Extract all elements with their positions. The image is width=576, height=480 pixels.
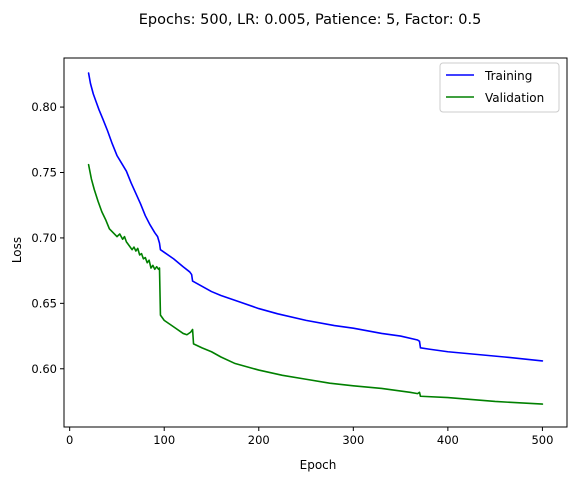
series-lines	[87, 72, 544, 405]
x-tick-label-1: 100	[153, 433, 175, 447]
x-tick-label-2: 200	[248, 433, 270, 447]
legend-label-training: Training	[484, 69, 532, 83]
y-axis-ticks: 0.60 0.65 0.70 0.75 0.80	[31, 100, 64, 376]
y-tick-label-3: 0.75	[31, 165, 57, 179]
legend: Training Validation	[439, 62, 560, 113]
series-line-validation	[87, 163, 544, 405]
series-line-training	[87, 72, 544, 362]
y-tick-label-0: 0.60	[31, 362, 57, 376]
x-axis-label: Epoch	[300, 458, 337, 472]
plot-area: 0 100 200 300 400 500 0.60 0.65 0.70 0.75 0.80	[31, 57, 568, 447]
x-tick-label-4: 400	[437, 433, 459, 447]
chart-title: Epochs: 500, LR: 0.005, Patience: 5, Fac…	[139, 12, 482, 28]
x-tick-label-0: 0	[66, 433, 73, 447]
legend-label-validation: Validation	[485, 91, 544, 105]
axes-frame	[63, 57, 568, 428]
y-tick-label-4: 0.80	[31, 100, 57, 114]
x-tick-label-5: 500	[531, 433, 553, 447]
y-axis-label: Loss	[10, 237, 24, 263]
y-tick-label-2: 0.70	[31, 231, 57, 245]
y-tick-label-1: 0.65	[31, 296, 57, 310]
x-tick-label-3: 300	[342, 433, 364, 447]
x-axis-ticks: 0 100 200 300 400 500	[66, 427, 553, 447]
